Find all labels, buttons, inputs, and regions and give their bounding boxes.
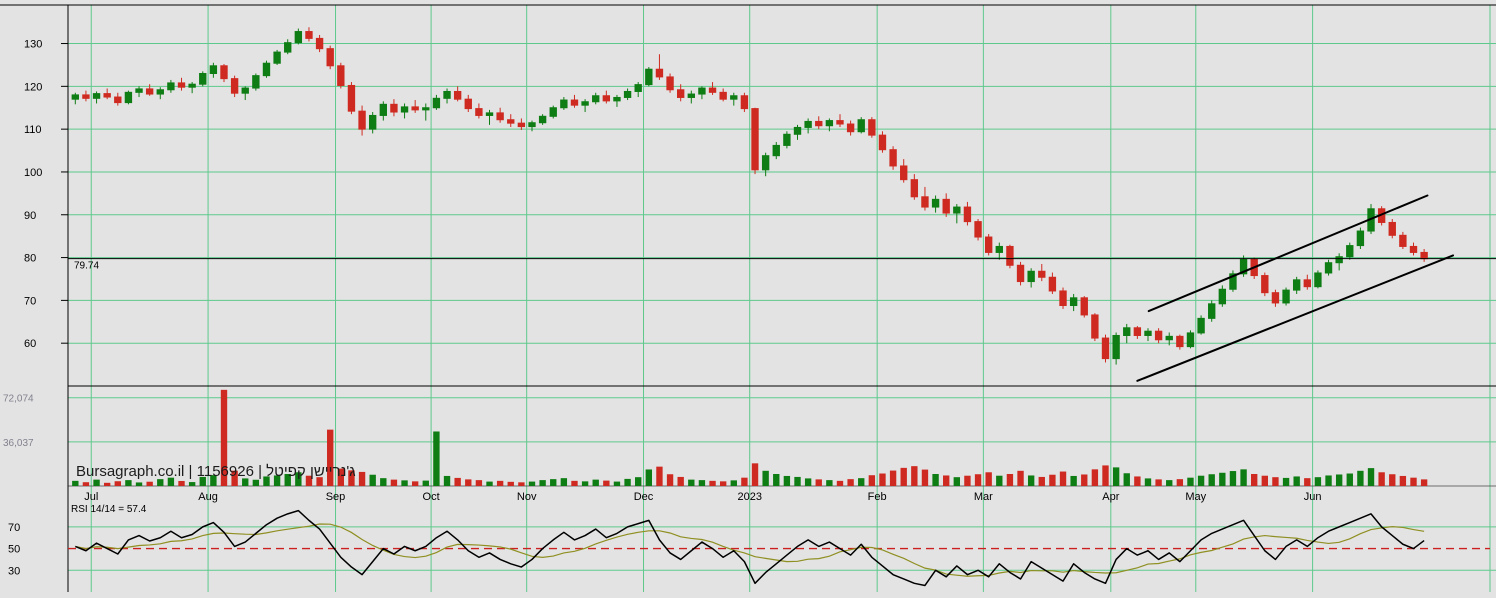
price-axis-label: 80 (24, 253, 36, 265)
rsi-axis-label: 30 (8, 565, 20, 577)
x-axis-label: May (1185, 491, 1206, 503)
price-axis-label: 60 (24, 338, 36, 350)
price-axis-label: 130 (24, 39, 42, 51)
rsi-axis-label: 70 (8, 522, 20, 534)
trend-channel[interactable] (1136, 194, 1455, 382)
price-axis-label: 120 (24, 81, 42, 93)
x-axis-label: Oct (423, 491, 440, 503)
last-price-label: 79.74 (74, 261, 99, 272)
x-axis-label: Feb (868, 491, 887, 503)
rsi-axis-label: 50 (8, 544, 20, 556)
x-axis-label: Sep (326, 491, 346, 503)
price-axis-label: 110 (24, 124, 42, 136)
x-axis-label: Jul (84, 491, 98, 503)
volume-bars (72, 389, 1428, 486)
x-axis-label: Nov (517, 491, 537, 503)
grid: Jul Aug Sep Oct Nov Dec 2023 Feb Mar Apr May Jun 60 7… (3, 5, 1496, 592)
volume-axis-label: 36,037 (3, 438, 34, 449)
x-axis-label: Apr (1102, 491, 1119, 503)
price-axis-label: 90 (24, 210, 36, 222)
price-axis-label: 100 (24, 167, 42, 179)
rsi-line (75, 509, 1425, 587)
price-axis-label: 70 (24, 295, 36, 307)
rsi-signal-line (75, 523, 1425, 577)
x-axis-label: 2023 (737, 491, 761, 503)
x-axis-label: Dec (634, 491, 654, 503)
volume-axis-label: 72,074 (3, 394, 34, 405)
candlesticks (71, 27, 1428, 365)
pane-borders (0, 4, 1496, 592)
x-axis-label: Mar (974, 491, 993, 503)
x-axis-label: Aug (198, 491, 218, 503)
x-axis-label: Jun (1304, 491, 1322, 503)
